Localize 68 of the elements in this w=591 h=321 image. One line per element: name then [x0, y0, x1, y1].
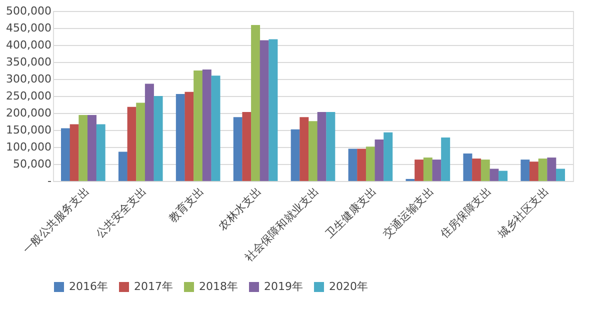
bar: [61, 128, 70, 181]
bar: [127, 106, 136, 181]
x-tick-label: 教育支出: [166, 184, 207, 226]
bar: [96, 124, 106, 181]
bar: [70, 124, 79, 181]
bar: [233, 117, 242, 181]
bar: [463, 153, 472, 181]
bar: [472, 158, 482, 181]
bar: [538, 158, 548, 181]
bar: [87, 115, 96, 181]
x-tick-label: 城乡社区支出: [494, 184, 552, 242]
bar: [202, 69, 212, 181]
bar: [480, 160, 490, 181]
bar: [520, 160, 530, 181]
x-tick-label: 公共安全支出: [93, 184, 150, 241]
bar: [251, 24, 260, 181]
legend-label: 2018年: [199, 280, 238, 293]
bar: [498, 170, 508, 181]
bar: [242, 112, 252, 181]
legend-label: 2016年: [69, 280, 108, 293]
bar: [414, 160, 424, 181]
bar: [290, 129, 300, 181]
bar: [423, 158, 432, 181]
bar: [176, 94, 185, 181]
x-tick-label: 农林水支出: [216, 184, 264, 233]
bar: [184, 92, 194, 181]
bar: [441, 137, 450, 181]
bar: [211, 76, 220, 181]
bar: [530, 162, 539, 181]
x-tick-label: 住房保障支出: [438, 184, 494, 241]
bar: [326, 112, 336, 181]
bar: [348, 148, 358, 181]
legend-label: 2017年: [134, 280, 173, 293]
y-tick-label: 350,000: [6, 56, 52, 68]
bar: [144, 84, 154, 181]
bar: [268, 39, 278, 181]
bar: [366, 146, 375, 181]
bar: [194, 70, 203, 181]
bar: [300, 117, 309, 181]
y-tick-label: 200,000: [6, 106, 52, 120]
x-tick-label: 卫生健康支出: [323, 184, 379, 241]
bar: [384, 132, 393, 181]
y-tick-label: 50,000: [13, 158, 52, 170]
y-tick-label: -: [48, 174, 52, 188]
legend-label: 2020年: [329, 280, 368, 293]
x-tick-label: 交通运输支出: [380, 184, 436, 241]
bar: [374, 140, 384, 181]
bar: [357, 148, 366, 181]
y-tick-label: 300,000: [6, 72, 52, 86]
bar: [136, 102, 146, 181]
y-tick-label: 450,000: [6, 22, 52, 34]
bar: [556, 168, 565, 181]
bar: [308, 121, 318, 181]
bar: [154, 96, 163, 181]
bar: [260, 40, 269, 181]
y-tick-label: 400,000: [6, 38, 52, 52]
legend-label: 2019年: [264, 280, 303, 293]
y-tick-label: 500,000: [6, 4, 52, 18]
bar: [432, 160, 442, 181]
bar: [547, 158, 556, 181]
y-tick-label: 150,000: [6, 124, 52, 136]
bar: [317, 112, 326, 181]
bar: [490, 168, 499, 181]
bar: [78, 115, 88, 181]
bar: [118, 152, 128, 181]
y-tick-label: 100,000: [6, 140, 52, 154]
y-tick-label: 250,000: [6, 90, 52, 102]
x-tick-label: 一般公共服务支出: [20, 184, 92, 256]
